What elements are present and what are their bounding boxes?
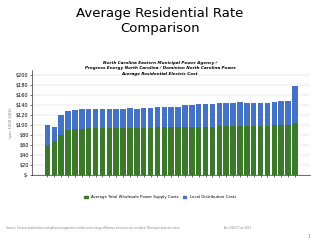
Bar xyxy=(210,127,215,175)
Bar xyxy=(127,128,133,175)
Bar xyxy=(258,103,263,126)
Bar xyxy=(45,145,50,175)
Bar xyxy=(258,126,263,175)
Bar xyxy=(251,126,257,175)
Bar xyxy=(265,103,270,126)
Bar xyxy=(113,109,119,128)
Bar xyxy=(134,128,140,175)
Legend: Average Total Wholesale Power Supply Costs, Local Distribution Costs: Average Total Wholesale Power Supply Cos… xyxy=(83,194,237,201)
Bar xyxy=(203,104,208,127)
Bar xyxy=(59,115,64,135)
Bar xyxy=(155,107,160,127)
Text: Source: Several publications including management studies and energy efficiency : Source: Several publications including m… xyxy=(6,226,181,230)
Bar xyxy=(244,103,250,126)
Bar xyxy=(120,109,126,128)
Bar xyxy=(244,126,250,175)
Bar xyxy=(203,127,208,175)
Bar xyxy=(223,126,229,175)
Bar xyxy=(86,128,92,175)
Text: 1: 1 xyxy=(307,234,310,239)
Bar xyxy=(100,128,105,175)
Bar xyxy=(175,107,181,127)
Text: As of 06/07 Jan 2011: As of 06/07 Jan 2011 xyxy=(224,226,251,230)
Text: North Carolina Eastern Municipal Power Agency /
Progress Energy North Carolina /: North Carolina Eastern Municipal Power A… xyxy=(84,61,236,76)
Bar xyxy=(285,101,291,125)
Bar xyxy=(59,135,64,175)
Bar xyxy=(285,125,291,175)
Bar xyxy=(45,125,50,145)
Bar xyxy=(107,128,112,175)
Bar xyxy=(272,126,277,175)
Bar xyxy=(210,104,215,127)
Bar xyxy=(217,126,222,175)
Bar xyxy=(65,130,71,175)
Bar xyxy=(278,126,284,175)
Bar xyxy=(168,107,174,127)
Bar xyxy=(79,129,84,175)
Bar xyxy=(230,103,236,126)
Bar xyxy=(52,141,57,175)
Bar xyxy=(251,103,257,126)
Bar xyxy=(175,127,181,175)
Bar xyxy=(134,109,140,128)
Bar xyxy=(196,127,202,175)
Bar xyxy=(230,126,236,175)
Bar xyxy=(278,101,284,126)
Bar xyxy=(223,103,229,126)
Bar xyxy=(148,108,153,128)
Bar xyxy=(79,109,84,129)
Text: Average Residential Rate
Comparison: Average Residential Rate Comparison xyxy=(76,7,244,35)
Bar xyxy=(265,126,270,175)
Bar xyxy=(237,102,243,126)
Bar xyxy=(93,109,98,128)
Bar xyxy=(168,127,174,175)
Bar xyxy=(141,128,147,175)
Bar xyxy=(182,105,188,127)
Bar xyxy=(189,127,195,175)
Bar xyxy=(148,128,153,175)
Bar xyxy=(182,127,188,175)
Bar xyxy=(196,104,202,127)
Bar xyxy=(120,128,126,175)
Y-axis label: (per 1000 kWh): (per 1000 kWh) xyxy=(9,107,13,138)
Bar xyxy=(272,102,277,126)
Bar xyxy=(162,107,167,127)
Bar xyxy=(72,110,78,129)
Bar xyxy=(141,108,147,128)
Bar xyxy=(189,105,195,127)
Bar xyxy=(113,128,119,175)
Bar xyxy=(162,127,167,175)
Bar xyxy=(217,103,222,126)
Bar xyxy=(237,126,243,175)
Bar xyxy=(93,128,98,175)
Bar xyxy=(155,127,160,175)
Bar xyxy=(127,108,133,128)
Bar xyxy=(292,123,298,175)
Bar xyxy=(107,109,112,128)
Bar xyxy=(86,109,92,128)
Bar xyxy=(65,111,71,130)
Bar xyxy=(100,109,105,128)
Bar xyxy=(292,86,298,123)
Bar xyxy=(52,127,57,141)
Bar xyxy=(72,129,78,175)
